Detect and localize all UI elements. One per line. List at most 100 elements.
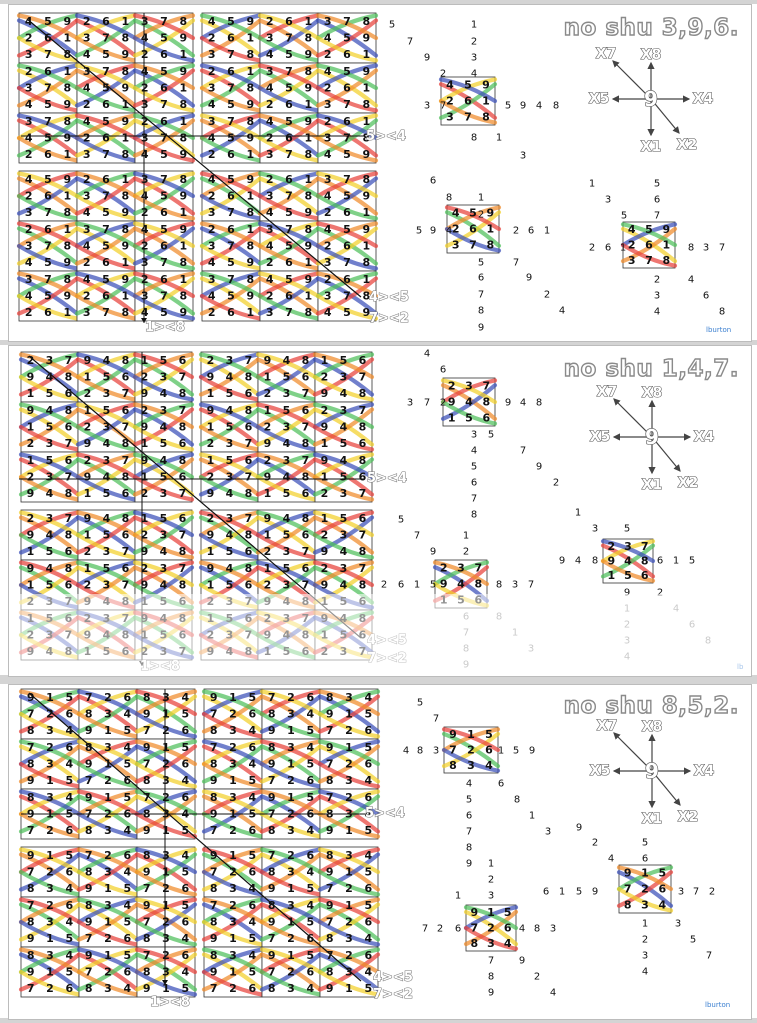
weave-band [16, 135, 80, 163]
weave-band [16, 276, 80, 316]
tile-digit: 6 [302, 645, 310, 658]
weave-band [16, 35, 80, 63]
tile-digit: 9 [143, 824, 151, 837]
compass-arrow [650, 98, 680, 134]
tile-digit: 2 [207, 437, 215, 450]
compass-label-x7: X7 [597, 718, 618, 734]
weave-band [132, 18, 196, 58]
weave-band [255, 407, 318, 447]
weave-band [259, 897, 323, 925]
tile-digit: 5 [464, 79, 472, 92]
weave-band [134, 947, 198, 975]
tile-digit: 1 [207, 387, 215, 400]
tile-frame [78, 738, 138, 790]
tile-digit: 3 [160, 404, 168, 417]
tile-digit: 8 [471, 937, 479, 950]
tile-digit: 9 [449, 728, 457, 741]
magic-square-tile: 7 2 68 3 49 1 5 [76, 846, 140, 898]
weave-band [199, 171, 263, 199]
tile-digit: 4 [307, 866, 315, 879]
weave-band [201, 761, 265, 789]
tile-digit: 8 [363, 290, 371, 303]
sequence-number: 3 [678, 887, 684, 898]
weave-band [74, 85, 138, 113]
weave-band [315, 226, 379, 266]
sequence-number: 9 [559, 556, 565, 567]
tile-digit: 8 [359, 545, 367, 558]
tile-digit: 6 [245, 545, 253, 558]
weave-band [259, 919, 323, 947]
magic-square-tile: 2 6 13 7 84 5 9 [16, 220, 80, 272]
tile-digit: 7 [268, 932, 276, 945]
weave-band [199, 63, 263, 91]
tile-digit: 5 [182, 866, 190, 879]
tile-frame [136, 738, 196, 790]
tile-digit: 6 [102, 290, 110, 303]
tile-digit: 2 [207, 471, 215, 484]
weave-band [201, 811, 265, 839]
sequence-number: 1 [471, 20, 477, 31]
tile-digit: 4 [324, 306, 332, 319]
weave-band [18, 852, 82, 892]
tile-digit: 5 [485, 728, 493, 741]
weave-band [317, 744, 381, 784]
tile-digit: 2 [266, 132, 274, 145]
sequence-number: 3 [550, 924, 556, 935]
tile-digit: 4 [182, 932, 190, 945]
tile-digit: 4 [365, 966, 373, 979]
tile-digit: 2 [27, 629, 35, 642]
weave-band [76, 744, 140, 784]
tile-digit: 4 [141, 190, 149, 203]
tile-digit: 8 [180, 290, 188, 303]
sequence-number: 2 [381, 580, 387, 591]
magic-square-tile: 2 3 79 4 81 5 6 [600, 538, 656, 584]
sequence-number: 4 [446, 226, 452, 237]
magic-square-tile: 1 5 62 3 79 4 8 [255, 559, 318, 611]
weave-band [257, 243, 321, 271]
weave-band [315, 226, 379, 266]
tile-digit: 8 [363, 98, 371, 111]
weave-band [134, 902, 198, 942]
tile-digit: 6 [182, 791, 190, 804]
tile-digit: 4 [124, 899, 132, 912]
magic-square-tile: 9 4 81 5 62 3 7 [75, 509, 138, 561]
tile-digit: 8 [449, 759, 457, 772]
tile-digit: 7 [102, 32, 110, 45]
tile-digit: 1 [287, 916, 295, 929]
weave-band [441, 727, 501, 753]
tile-digit: 5 [44, 98, 52, 111]
weave-band [134, 852, 198, 892]
tile-frame [20, 896, 80, 948]
tile-digit: 4 [226, 487, 234, 500]
tile-digit: 2 [27, 354, 35, 367]
tile-digit: 8 [359, 612, 367, 625]
tile-digit: 9 [27, 966, 35, 979]
tile-digit: 7 [122, 579, 130, 592]
weave-band [257, 68, 321, 108]
weave-band [132, 193, 196, 221]
weave-band [74, 276, 138, 316]
weave-band [315, 13, 379, 41]
tile-digit: 7 [268, 966, 276, 979]
weave-band [444, 210, 502, 248]
tile-digit: 3 [162, 966, 170, 979]
tile-digit: 8 [245, 371, 253, 384]
tile-digit: 2 [83, 256, 91, 269]
tile-digit: 9 [141, 545, 149, 558]
tile-digit: 2 [628, 239, 636, 252]
tile-digit: 3 [229, 791, 237, 804]
panel-title: no shu 1,4,7. [563, 355, 739, 382]
tile-digit: 1 [27, 421, 35, 434]
tile-digit: 9 [305, 115, 313, 128]
tile-digit: 3 [141, 256, 149, 269]
tile-digit: 7 [85, 691, 93, 704]
tile-digit: 1 [207, 612, 215, 625]
tile-digit: 7 [227, 273, 235, 286]
weave-band [199, 243, 263, 271]
tile-digit: 9 [27, 849, 35, 862]
tile-digit: 2 [208, 148, 216, 161]
tile-frame [317, 112, 377, 164]
tile-frame [134, 12, 194, 64]
tile-digit: 7 [245, 595, 253, 608]
